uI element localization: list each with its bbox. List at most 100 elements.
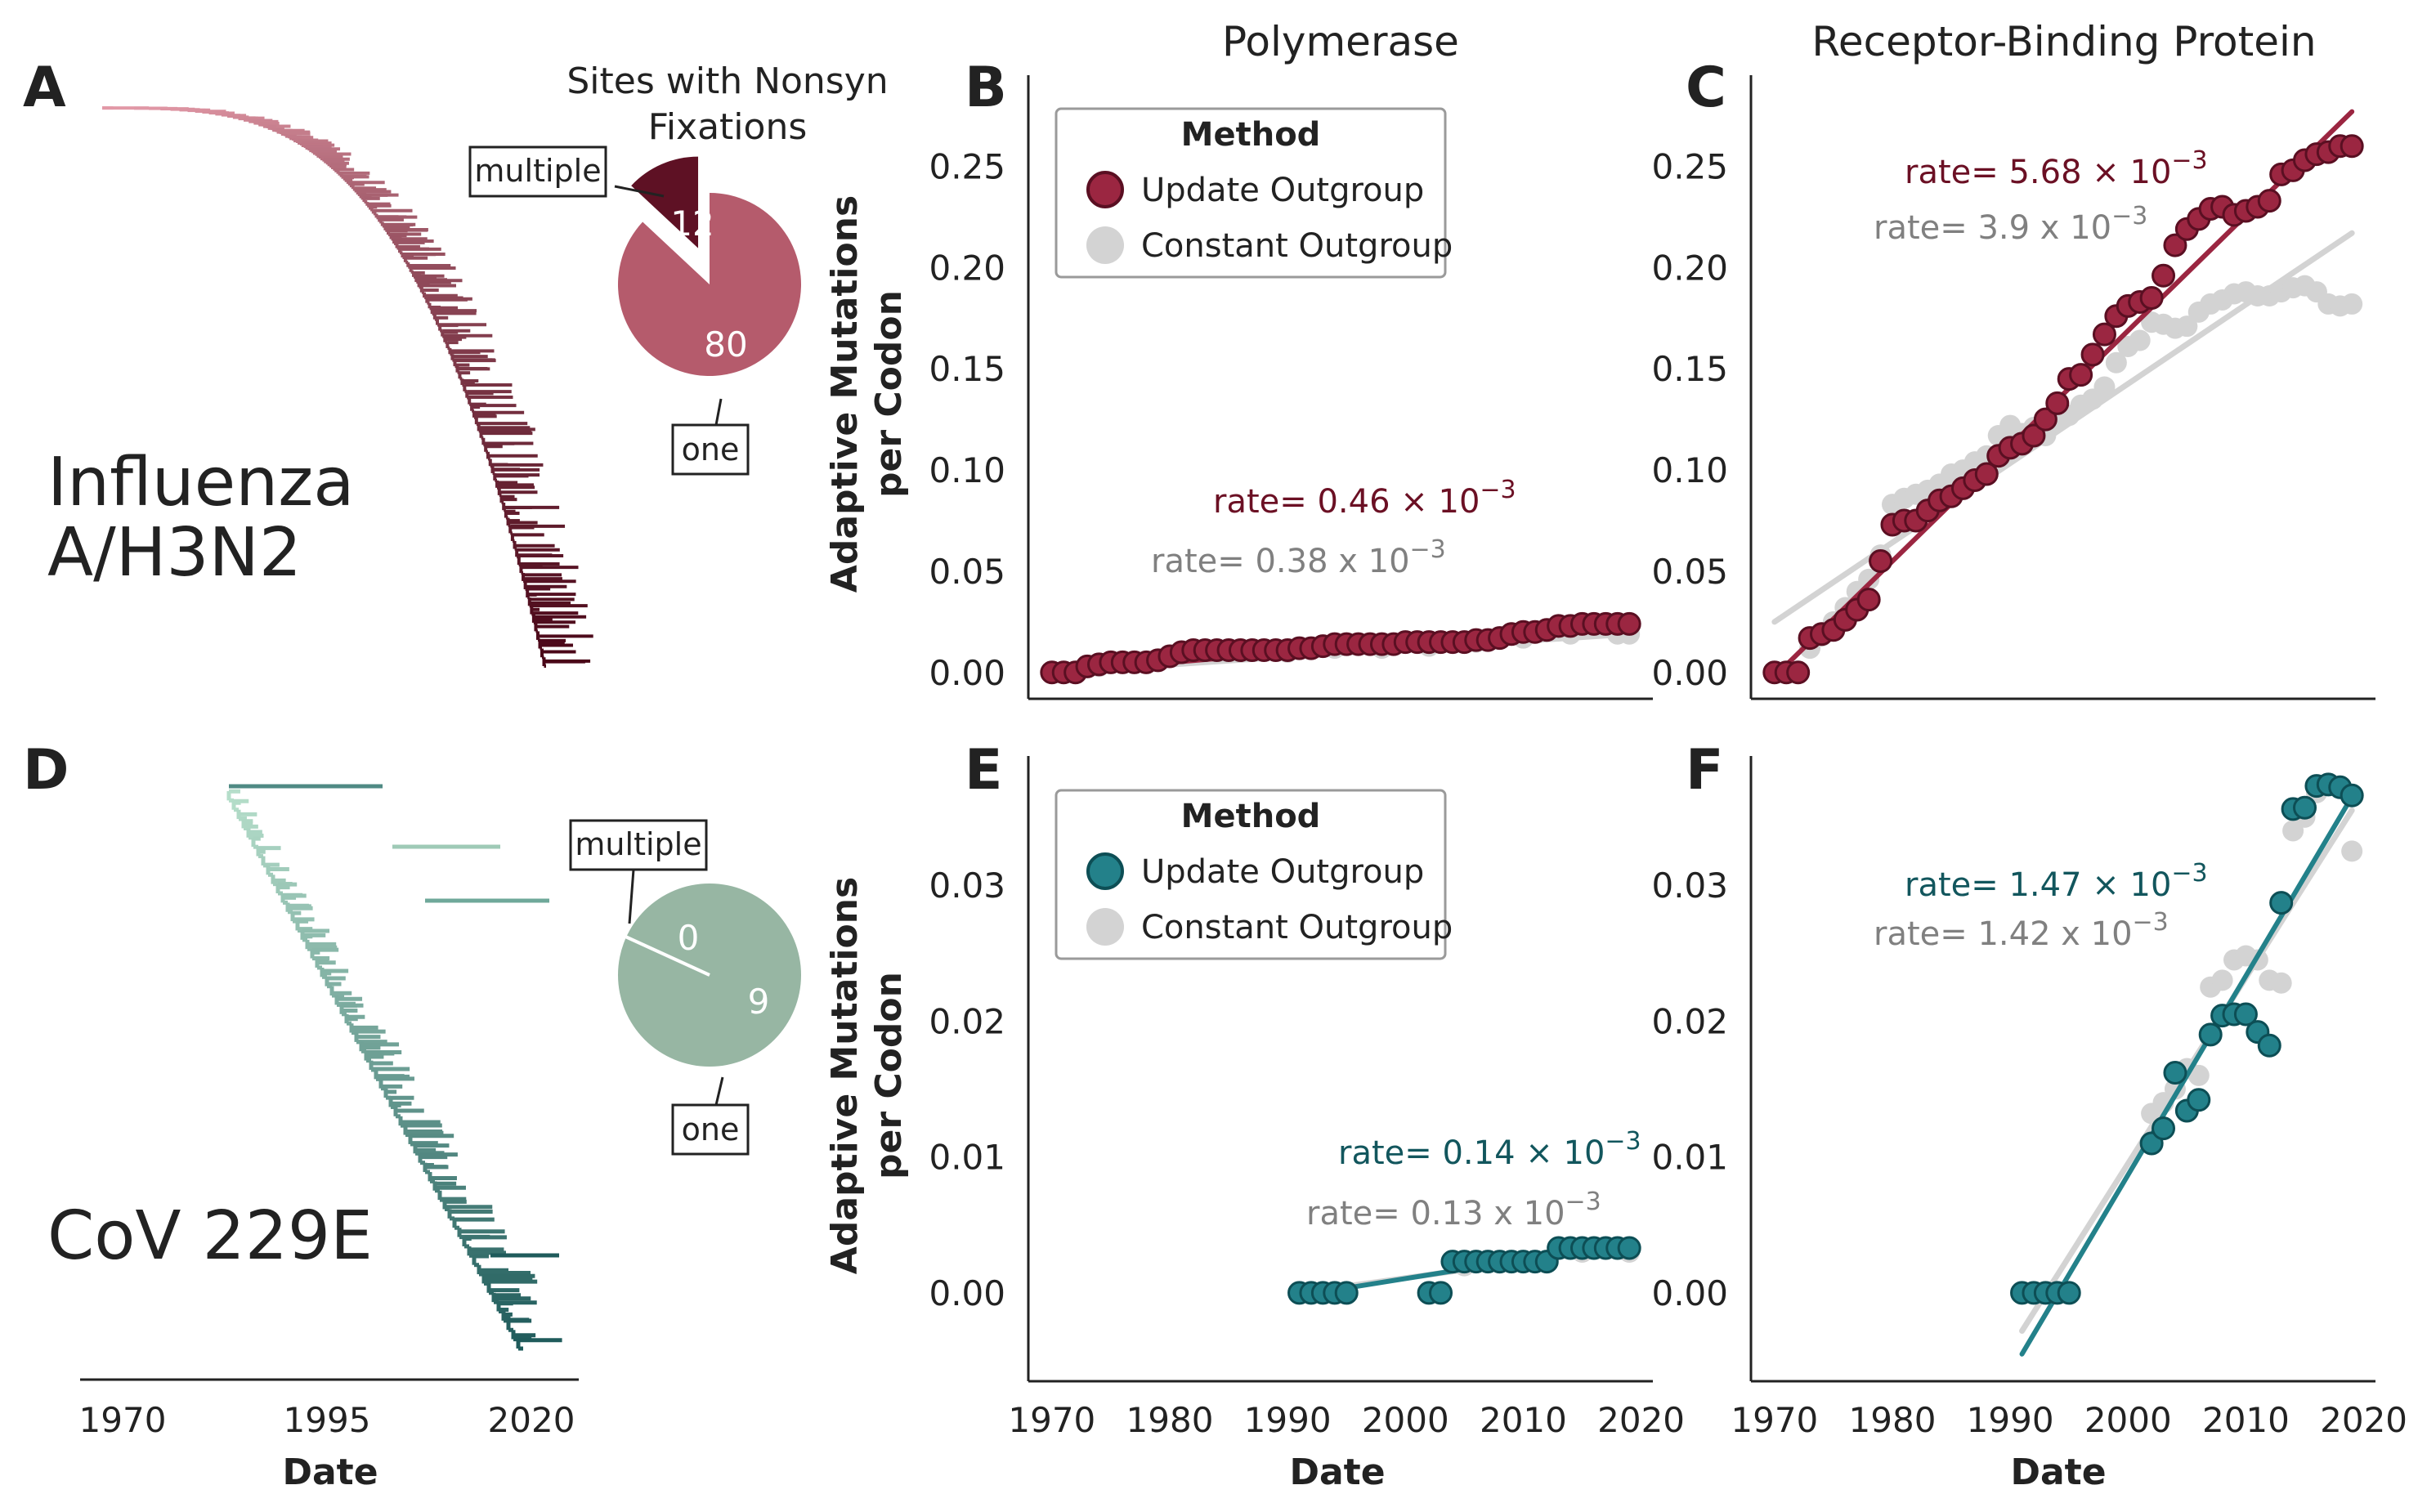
rate-b-update: rate= 0.46 × 10−3	[1213, 476, 1516, 521]
pie-callout-line	[628, 869, 635, 924]
point-update	[1869, 549, 1893, 574]
phylo-tree-influenza	[101, 106, 593, 668]
point-update	[1974, 462, 1999, 486]
x-tick-label: 2000	[2084, 1400, 2172, 1440]
point-constant	[2187, 1064, 2210, 1086]
rate-e-update: rate= 0.14 × 10−3	[1338, 1127, 1641, 1172]
y-tick-label: 0.20	[1651, 248, 1728, 288]
point-update	[2163, 233, 2187, 257]
point-update	[2057, 1281, 2081, 1305]
x-tick-label: 1970	[1008, 1400, 1095, 1440]
pie-value-one: 80	[704, 324, 747, 365]
x-tick-label: 1990	[1967, 1400, 2054, 1440]
pie-label-one: one	[682, 432, 740, 467]
pie-slice-multiple	[631, 156, 699, 248]
point-update	[2139, 286, 2164, 310]
point-constant	[2270, 972, 2292, 994]
y-axis-title-top: Adaptive Mutations per Codon	[824, 195, 910, 593]
legend-marker-constant	[1086, 908, 1124, 946]
y-tick-label: 0.02	[929, 1001, 1005, 1041]
point-update	[2293, 795, 2317, 820]
legend-label-update: Update Outgroup	[1141, 853, 1424, 891]
x-tick-label: 2010	[1480, 1400, 1567, 1440]
virus-label-cov: CoV 229E	[47, 1197, 373, 1275]
point-update	[2187, 1088, 2211, 1112]
pie-callout-line	[714, 398, 723, 426]
phylo-tree-cov229e	[226, 784, 562, 1351]
tree-axis-tick-1970: 1970	[79, 1400, 167, 1440]
legend-marker-update	[1086, 171, 1124, 208]
panel-letter-e: E	[965, 738, 1002, 803]
rate-f-update: rate= 1.47 × 10−3	[1905, 859, 2208, 904]
point-constant	[2176, 315, 2198, 338]
column-title-rbp: Receptor-Binding Protein	[1811, 18, 2316, 65]
pie-value-multiple: 12	[670, 204, 714, 244]
y-tick-label: 0.00	[1651, 653, 1728, 693]
legend-label-update: Update Outgroup	[1141, 172, 1424, 209]
point-update	[2022, 423, 2046, 448]
y-tick-label: 0.10	[929, 450, 1005, 490]
legend-top: Method Update Outgroup Constant Outgroup	[1054, 107, 1453, 279]
tree-axis-tick-2020: 2020	[488, 1400, 575, 1440]
pie-callout-line	[614, 185, 665, 198]
y-tick-label: 0.02	[1651, 1001, 1728, 1041]
y-axis-title-line1: Adaptive Mutations	[824, 195, 866, 593]
point-update	[2069, 363, 2093, 387]
y-tick-label: 0.05	[1651, 552, 1728, 592]
point-update	[2340, 134, 2364, 159]
tree-axis-title: Date	[282, 1452, 378, 1493]
pie-label-box	[468, 145, 607, 198]
pie-slice-one	[618, 193, 802, 376]
panel-c-rbp-influenza: 0.00 0.05 0.10 0.15 0.20 0.25	[1651, 75, 2375, 700]
rate-c-update: rate= 5.68 × 10−3	[1905, 146, 2208, 191]
y-tick-label: 0.05	[929, 552, 1005, 592]
x-tick-label: 2000	[1362, 1400, 1449, 1440]
pie-label-box	[671, 423, 750, 476]
legend-marker-constant	[1086, 226, 1124, 264]
y-tick-label: 0.25	[1651, 146, 1728, 186]
y-axis-title-line2: per Codon	[868, 290, 910, 498]
point-update	[1856, 588, 1881, 612]
point-update	[2080, 342, 2105, 367]
point-update	[2269, 891, 2294, 915]
virus-label-flu-line1: Influenza	[47, 444, 355, 521]
rate-f-constant: rate= 1.42 x 10−3	[1874, 908, 2169, 953]
point-constant	[2093, 376, 2116, 398]
fit-line-update	[2019, 794, 2355, 1357]
rate-b-constant: rate= 0.38 x 10−3	[1151, 535, 1446, 580]
y-tick-label: 0.15	[1651, 349, 1728, 389]
point-update	[2163, 1060, 2187, 1085]
y-axis-title-line2: per Codon	[868, 972, 910, 1179]
pie-callout-line	[714, 1076, 724, 1106]
column-title-polymerase: Polymerase	[1222, 18, 1459, 65]
y-tick-label: 0.01	[1651, 1138, 1728, 1178]
panel-letter-c: C	[1686, 56, 1726, 120]
legend-title: Method	[1181, 798, 1321, 835]
y-tick-label: 0.01	[929, 1138, 1005, 1178]
x-axis-title-e: Date	[1289, 1452, 1385, 1493]
y-axis-title-bottom: Adaptive Mutations per Codon	[824, 877, 910, 1274]
point-update	[2198, 1022, 2223, 1047]
y-tick-label: 0.25	[929, 146, 1005, 186]
y-tick-label: 0.20	[929, 248, 1005, 288]
panel-letter-d: D	[23, 738, 69, 803]
x-tick-label: 1980	[1126, 1400, 1214, 1440]
legend-label-constant: Constant Outgroup	[1141, 227, 1453, 265]
pie-title-line2: Fixations	[648, 106, 808, 148]
pie-zero-slice-edge	[623, 934, 710, 977]
tree-date-axis: 1970 1995 2020 Date	[79, 1378, 579, 1493]
y-tick-label: 0.10	[1651, 450, 1728, 490]
point-update	[1617, 611, 1641, 636]
rate-e-constant: rate= 0.13 x 10−3	[1306, 1188, 1601, 1232]
x-axis-title-f: Date	[2010, 1452, 2106, 1493]
legend-frame	[1054, 107, 1447, 279]
point-update	[2340, 783, 2364, 807]
pie-label-one: one	[682, 1112, 740, 1147]
point-update	[2092, 322, 2116, 347]
point-constant	[2211, 969, 2233, 991]
panel-f-rbp-cov: 0.00 0.01 0.02 0.03 1970 1980 1990 2000 2010 2020	[1651, 756, 2407, 1440]
point-constant	[2129, 329, 2151, 351]
point-constant	[1858, 568, 1880, 590]
pie-value-one: 9	[748, 982, 770, 1022]
y-tick-label: 0.00	[929, 653, 1005, 693]
